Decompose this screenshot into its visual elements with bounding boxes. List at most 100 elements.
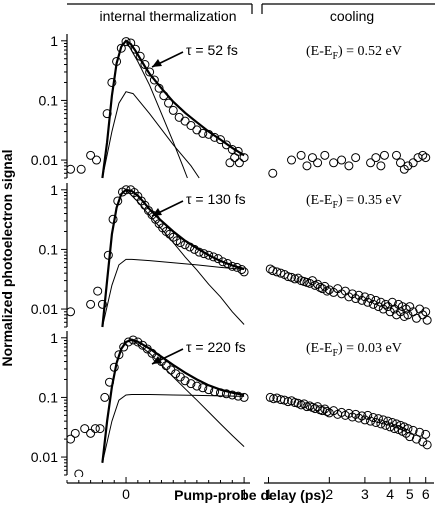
data-point-thermalization	[175, 238, 185, 248]
data-point-cooling	[383, 416, 393, 426]
right-plot-area	[265, 264, 432, 325]
tau-label: τ = 220 fs	[186, 339, 246, 355]
data-point-cooling	[322, 407, 332, 417]
data-point-thermalization	[128, 335, 138, 345]
data-point-cooling	[421, 429, 431, 439]
fit-slow-component	[101, 258, 245, 328]
data-point-thermalization	[194, 247, 204, 257]
data-point-thermalization	[67, 164, 76, 174]
data-point-thermalization	[76, 164, 86, 174]
data-point-thermalization	[86, 428, 96, 438]
data-point-thermalization	[198, 128, 208, 138]
data-point-cooling	[363, 410, 373, 420]
right-plot-area	[265, 392, 432, 450]
data-point-cooling	[290, 398, 300, 408]
energy-label-subscript: F	[332, 200, 338, 211]
data-point-thermalization	[67, 434, 76, 444]
data-point-cooling	[360, 415, 370, 425]
data-point-thermalization	[190, 244, 200, 254]
data-point-thermalization	[164, 98, 174, 108]
y-axis-label: Normalized photoelectron signal	[0, 149, 15, 366]
data-point-thermalization	[103, 250, 113, 260]
data-point-cooling	[360, 292, 370, 302]
x-tick-label-right: 4	[386, 486, 394, 502]
data-point-cooling	[421, 307, 431, 317]
data-point-thermalization	[119, 342, 129, 352]
data-point-cooling	[387, 297, 397, 307]
figure-frame	[67, 3, 435, 14]
data-point-thermalization	[180, 240, 190, 250]
left-plot-area	[67, 37, 249, 179]
data-point-cooling	[317, 406, 327, 416]
data-point-cooling	[324, 285, 334, 295]
data-point-cooling	[313, 158, 323, 168]
data-point-cooling	[422, 440, 432, 450]
data-point-cooling	[268, 266, 278, 276]
x-tick-label-left: 0	[122, 486, 130, 502]
data-point-thermalization	[161, 361, 171, 371]
energy-label-value: ) = 0.35 eV	[338, 193, 402, 208]
data-point-cooling	[391, 419, 401, 429]
data-point-thermalization	[221, 140, 231, 150]
data-point-thermalization	[74, 469, 84, 477]
data-point-thermalization	[186, 379, 196, 389]
y-tick-label: 0.01	[31, 449, 58, 465]
data-point-cooling	[403, 161, 413, 171]
y-tick-label: 0.01	[31, 152, 58, 168]
data-point-cooling	[371, 295, 381, 305]
data-point-thermalization	[149, 75, 159, 85]
data-point-cooling	[376, 161, 386, 171]
data-point-thermalization	[239, 392, 249, 402]
fit-fast-component	[131, 339, 245, 447]
data-point-thermalization	[121, 185, 131, 195]
data-point-thermalization	[180, 116, 190, 126]
data-point-thermalization	[112, 56, 122, 66]
data-point-cooling	[366, 294, 376, 304]
energy-label: (E-EF) = 0.52 eV	[306, 44, 402, 62]
data-point-cooling	[418, 150, 428, 160]
data-point-cooling	[347, 289, 357, 299]
data-point-thermalization	[159, 91, 169, 101]
energy-label-subscript: F	[332, 51, 338, 62]
data-point-cooling	[395, 420, 405, 430]
data-point-thermalization	[215, 388, 225, 398]
data-point-thermalization	[213, 254, 223, 264]
data-point-cooling	[354, 290, 364, 300]
x-tick-label-left: 1	[240, 486, 248, 502]
data-point-thermalization	[204, 129, 214, 139]
data-point-cooling	[408, 158, 418, 168]
panel-2: 1 0.1 0.01 τ = 130 fs (E-EF) = 0.35 eV	[31, 182, 432, 328]
data-point-thermalization	[204, 250, 214, 260]
data-point-thermalization	[92, 155, 102, 165]
data-point-cooling	[354, 413, 364, 423]
fit-fast-component	[125, 40, 188, 179]
header-right-label: cooling	[330, 8, 374, 24]
data-point-thermalization	[86, 150, 96, 160]
energy-label-prefix: (E-E	[306, 341, 332, 356]
data-point-cooling	[269, 394, 279, 404]
data-point-cooling	[320, 281, 330, 291]
data-point-thermalization	[192, 381, 202, 391]
data-point-thermalization	[204, 385, 214, 395]
data-point-thermalization	[107, 77, 117, 87]
data-point-cooling	[299, 399, 309, 409]
data-point-thermalization	[199, 249, 209, 259]
data-point-cooling	[296, 150, 306, 160]
data-point-thermalization	[186, 120, 196, 130]
data-point-thermalization	[223, 259, 233, 269]
fit-total-curve	[101, 338, 245, 463]
x-tick-label-right: 2	[325, 486, 333, 502]
data-point-cooling	[373, 414, 383, 424]
data-point-thermalization	[105, 377, 115, 387]
data-point-thermalization	[227, 390, 237, 400]
data-point-thermalization	[239, 153, 249, 163]
y-tick-label: 1	[50, 330, 58, 346]
data-point-thermalization	[227, 261, 237, 271]
panel-3: 1 0.1 0.01 0 1 1 2 3 4 5 6 τ = 220 fs (E-EF) = 0.03 …	[31, 330, 434, 502]
y-tick-label: 0.1	[39, 92, 59, 108]
data-point-cooling	[422, 315, 432, 325]
data-point-thermalization	[108, 214, 118, 224]
data-point-cooling	[391, 150, 401, 160]
data-point-thermalization	[239, 267, 249, 277]
data-point-thermalization	[86, 299, 96, 309]
